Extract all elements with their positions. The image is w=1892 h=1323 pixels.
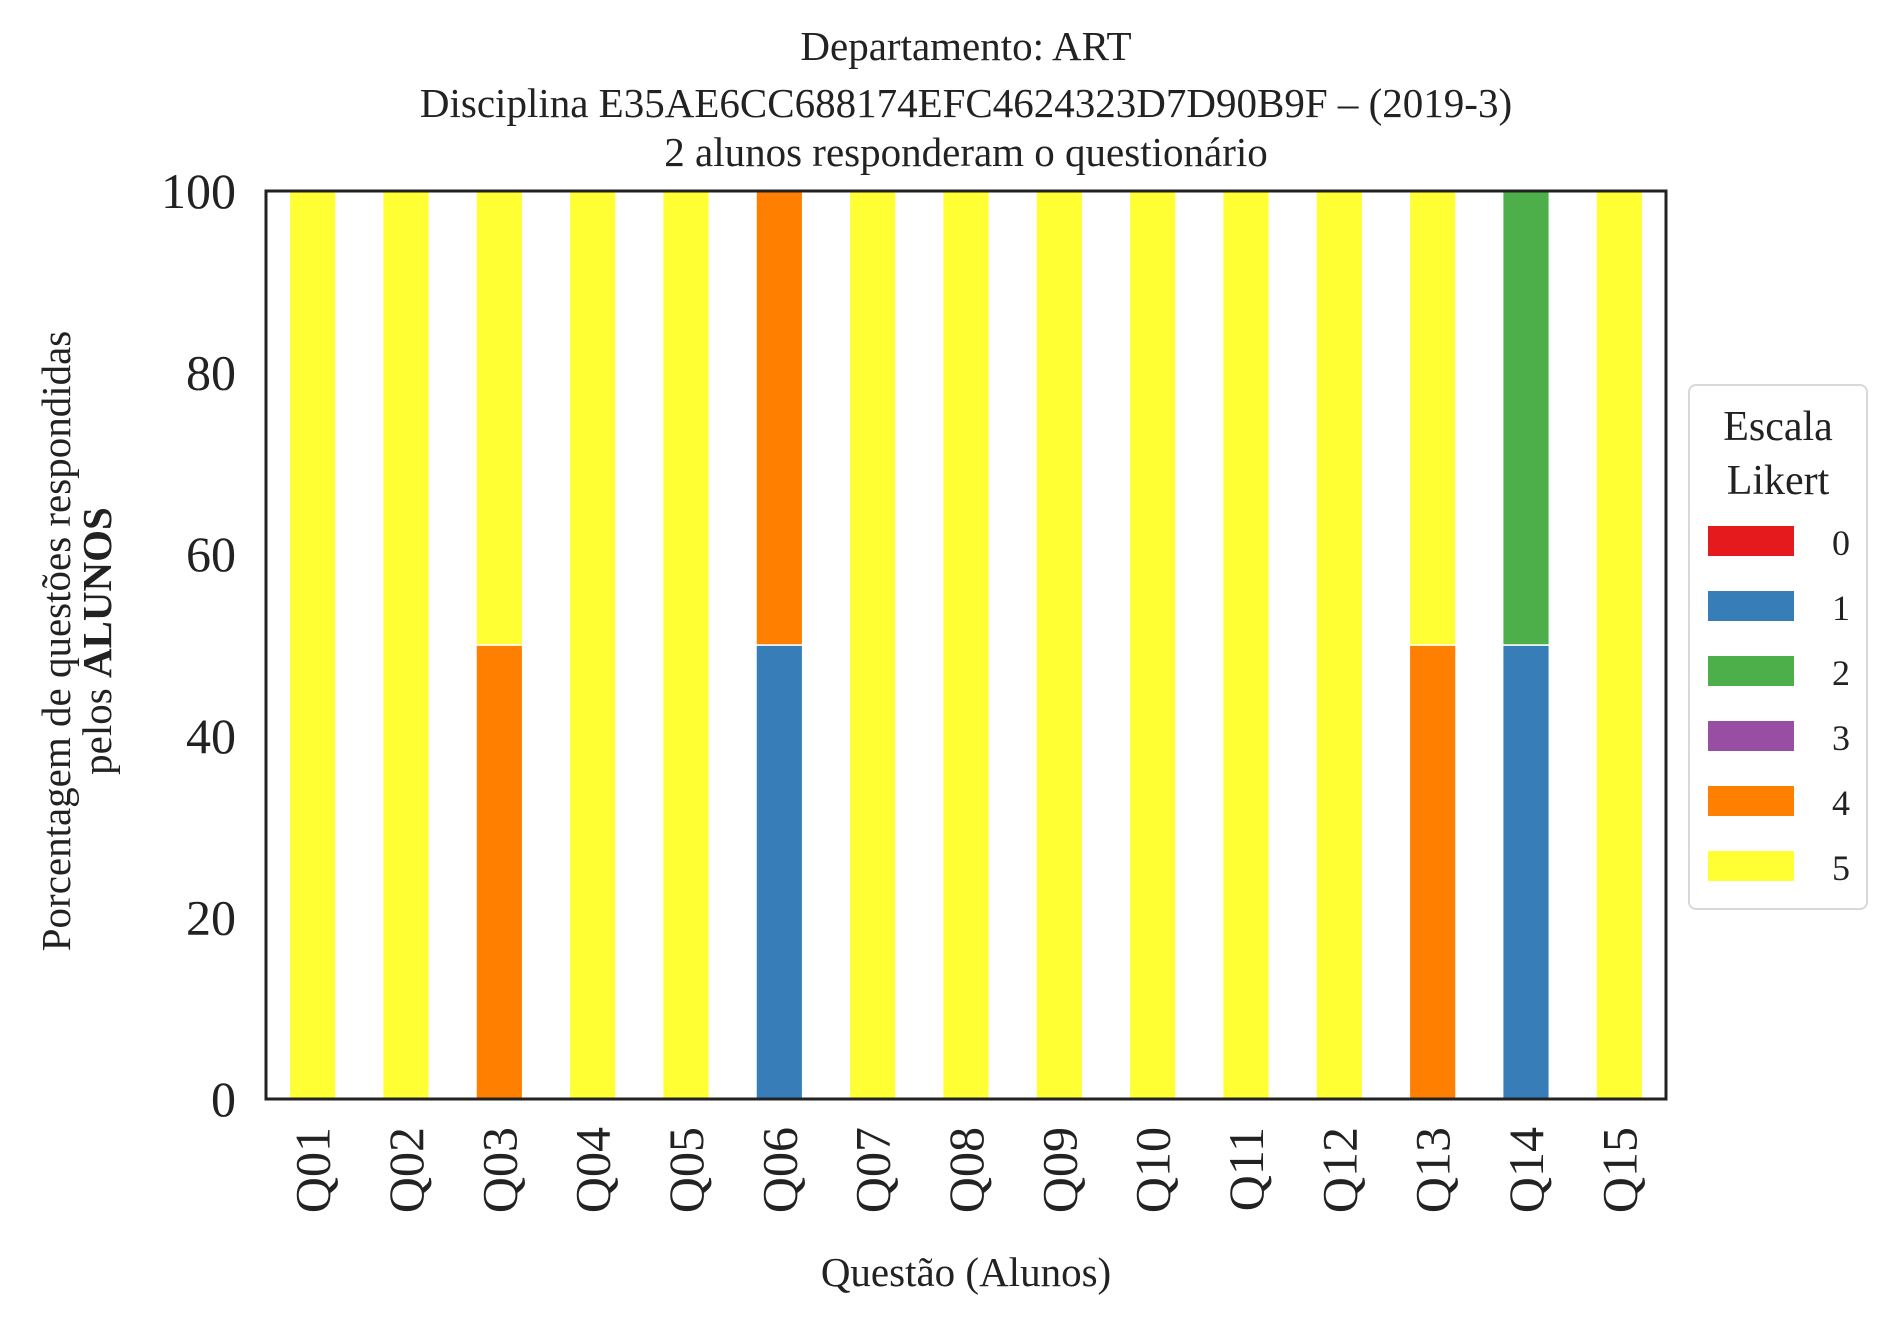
legend-swatch-4 (1708, 786, 1794, 816)
legend-item-0: 0 (1708, 523, 1858, 563)
y-axis-label-line-2: pelos ALUNOS (73, 241, 121, 1041)
y-axis-label-pelos: pelos (74, 688, 120, 775)
bar-Q08-likert-5 (941, 190, 991, 1100)
legend: Escala Likert 0 1 2 3 4 5 (1688, 384, 1868, 910)
x-tick-label-Q03: Q03 (471, 1127, 527, 1213)
bar-Q14-likert-2 (1501, 190, 1551, 646)
legend-swatch-5 (1708, 851, 1794, 881)
chart-title-line-3: 2 alunos responderam o questionário (664, 129, 1268, 175)
y-tick-label-40: 40 (186, 708, 236, 764)
bar-Q03-likert-4 (475, 644, 524, 1100)
legend-item-2: 2 (1708, 653, 1858, 693)
legend-label-4: 4 (1832, 783, 1850, 823)
legend-swatch-0 (1708, 526, 1794, 556)
x-tick-label-Q04: Q04 (565, 1127, 621, 1213)
legend-label-5: 5 (1832, 848, 1850, 888)
x-tick-label-Q09: Q09 (1031, 1127, 1087, 1213)
chart-title-line-1: Departamento: ART (800, 23, 1132, 69)
x-tick-label-Q15: Q15 (1591, 1127, 1647, 1213)
bar-Q06-likert-1 (755, 644, 804, 1100)
bar-Q07-likert-5 (848, 190, 897, 1100)
bar-Q09-likert-5 (1035, 190, 1084, 1100)
x-tick-label-Q14: Q14 (1498, 1127, 1554, 1213)
legend-label-3: 3 (1832, 718, 1850, 758)
y-tick-label-20: 20 (186, 889, 236, 945)
bar-Q13-likert-5 (1408, 190, 1457, 646)
x-tick-label-Q06: Q06 (751, 1127, 807, 1213)
legend-item-3: 3 (1708, 718, 1858, 758)
bar-Q15-likert-5 (1595, 190, 1644, 1100)
x-tick-label-Q05: Q05 (658, 1127, 714, 1213)
legend-label-0: 0 (1832, 523, 1850, 563)
bar-Q11-likert-5 (1221, 190, 1271, 1100)
bar-Q06-likert-4 (755, 190, 804, 646)
legend-swatch-3 (1708, 721, 1794, 751)
legend-swatch-2 (1708, 656, 1794, 686)
y-tick-label-100: 100 (161, 163, 236, 219)
bar-Q03-likert-5 (475, 190, 524, 646)
legend-item-1: 1 (1708, 588, 1858, 628)
x-tick-label-Q07: Q07 (845, 1127, 901, 1213)
x-tick-label-Q02: Q02 (378, 1127, 434, 1213)
x-tick-label-Q13: Q13 (1405, 1127, 1461, 1213)
legend-item-4: 4 (1708, 783, 1858, 823)
legend-label-2: 2 (1832, 653, 1850, 693)
bar-Q12-likert-5 (1315, 190, 1364, 1100)
legend-item-5: 5 (1708, 848, 1858, 888)
bar-Q10-likert-5 (1128, 190, 1177, 1100)
chart-title-line-2: Disciplina E35AE6CC688174EFC4624323D7D90… (419, 80, 1513, 126)
plot-frame (264, 189, 1668, 1101)
y-tick-label-60: 60 (186, 526, 236, 582)
bar-Q02-likert-5 (381, 190, 431, 1100)
legend-label-1: 1 (1832, 588, 1850, 628)
bar-Q01-likert-5 (288, 190, 337, 1100)
y-axis-label-alunos: ALUNOS (74, 507, 120, 679)
legend-title: Escala Likert (1723, 404, 1833, 504)
y-tick-label-0: 0 (211, 1071, 236, 1127)
x-tick-label-Q01: Q01 (285, 1127, 341, 1213)
legend-swatch-1 (1708, 591, 1794, 621)
bar-Q14-likert-1 (1501, 644, 1551, 1100)
bar-Q04-likert-5 (568, 190, 617, 1100)
bar-Q13-likert-4 (1408, 644, 1457, 1100)
x-tick-label-Q08: Q08 (938, 1127, 994, 1213)
y-tick-label-80: 80 (186, 345, 236, 401)
x-tick-label-Q10: Q10 (1125, 1127, 1181, 1213)
bar-Q05-likert-5 (661, 190, 711, 1100)
x-tick-label-Q11: Q11 (1218, 1127, 1274, 1211)
x-tick-label-Q12: Q12 (1311, 1127, 1367, 1213)
x-axis-label: Questão (Alunos) (820, 1249, 1112, 1295)
